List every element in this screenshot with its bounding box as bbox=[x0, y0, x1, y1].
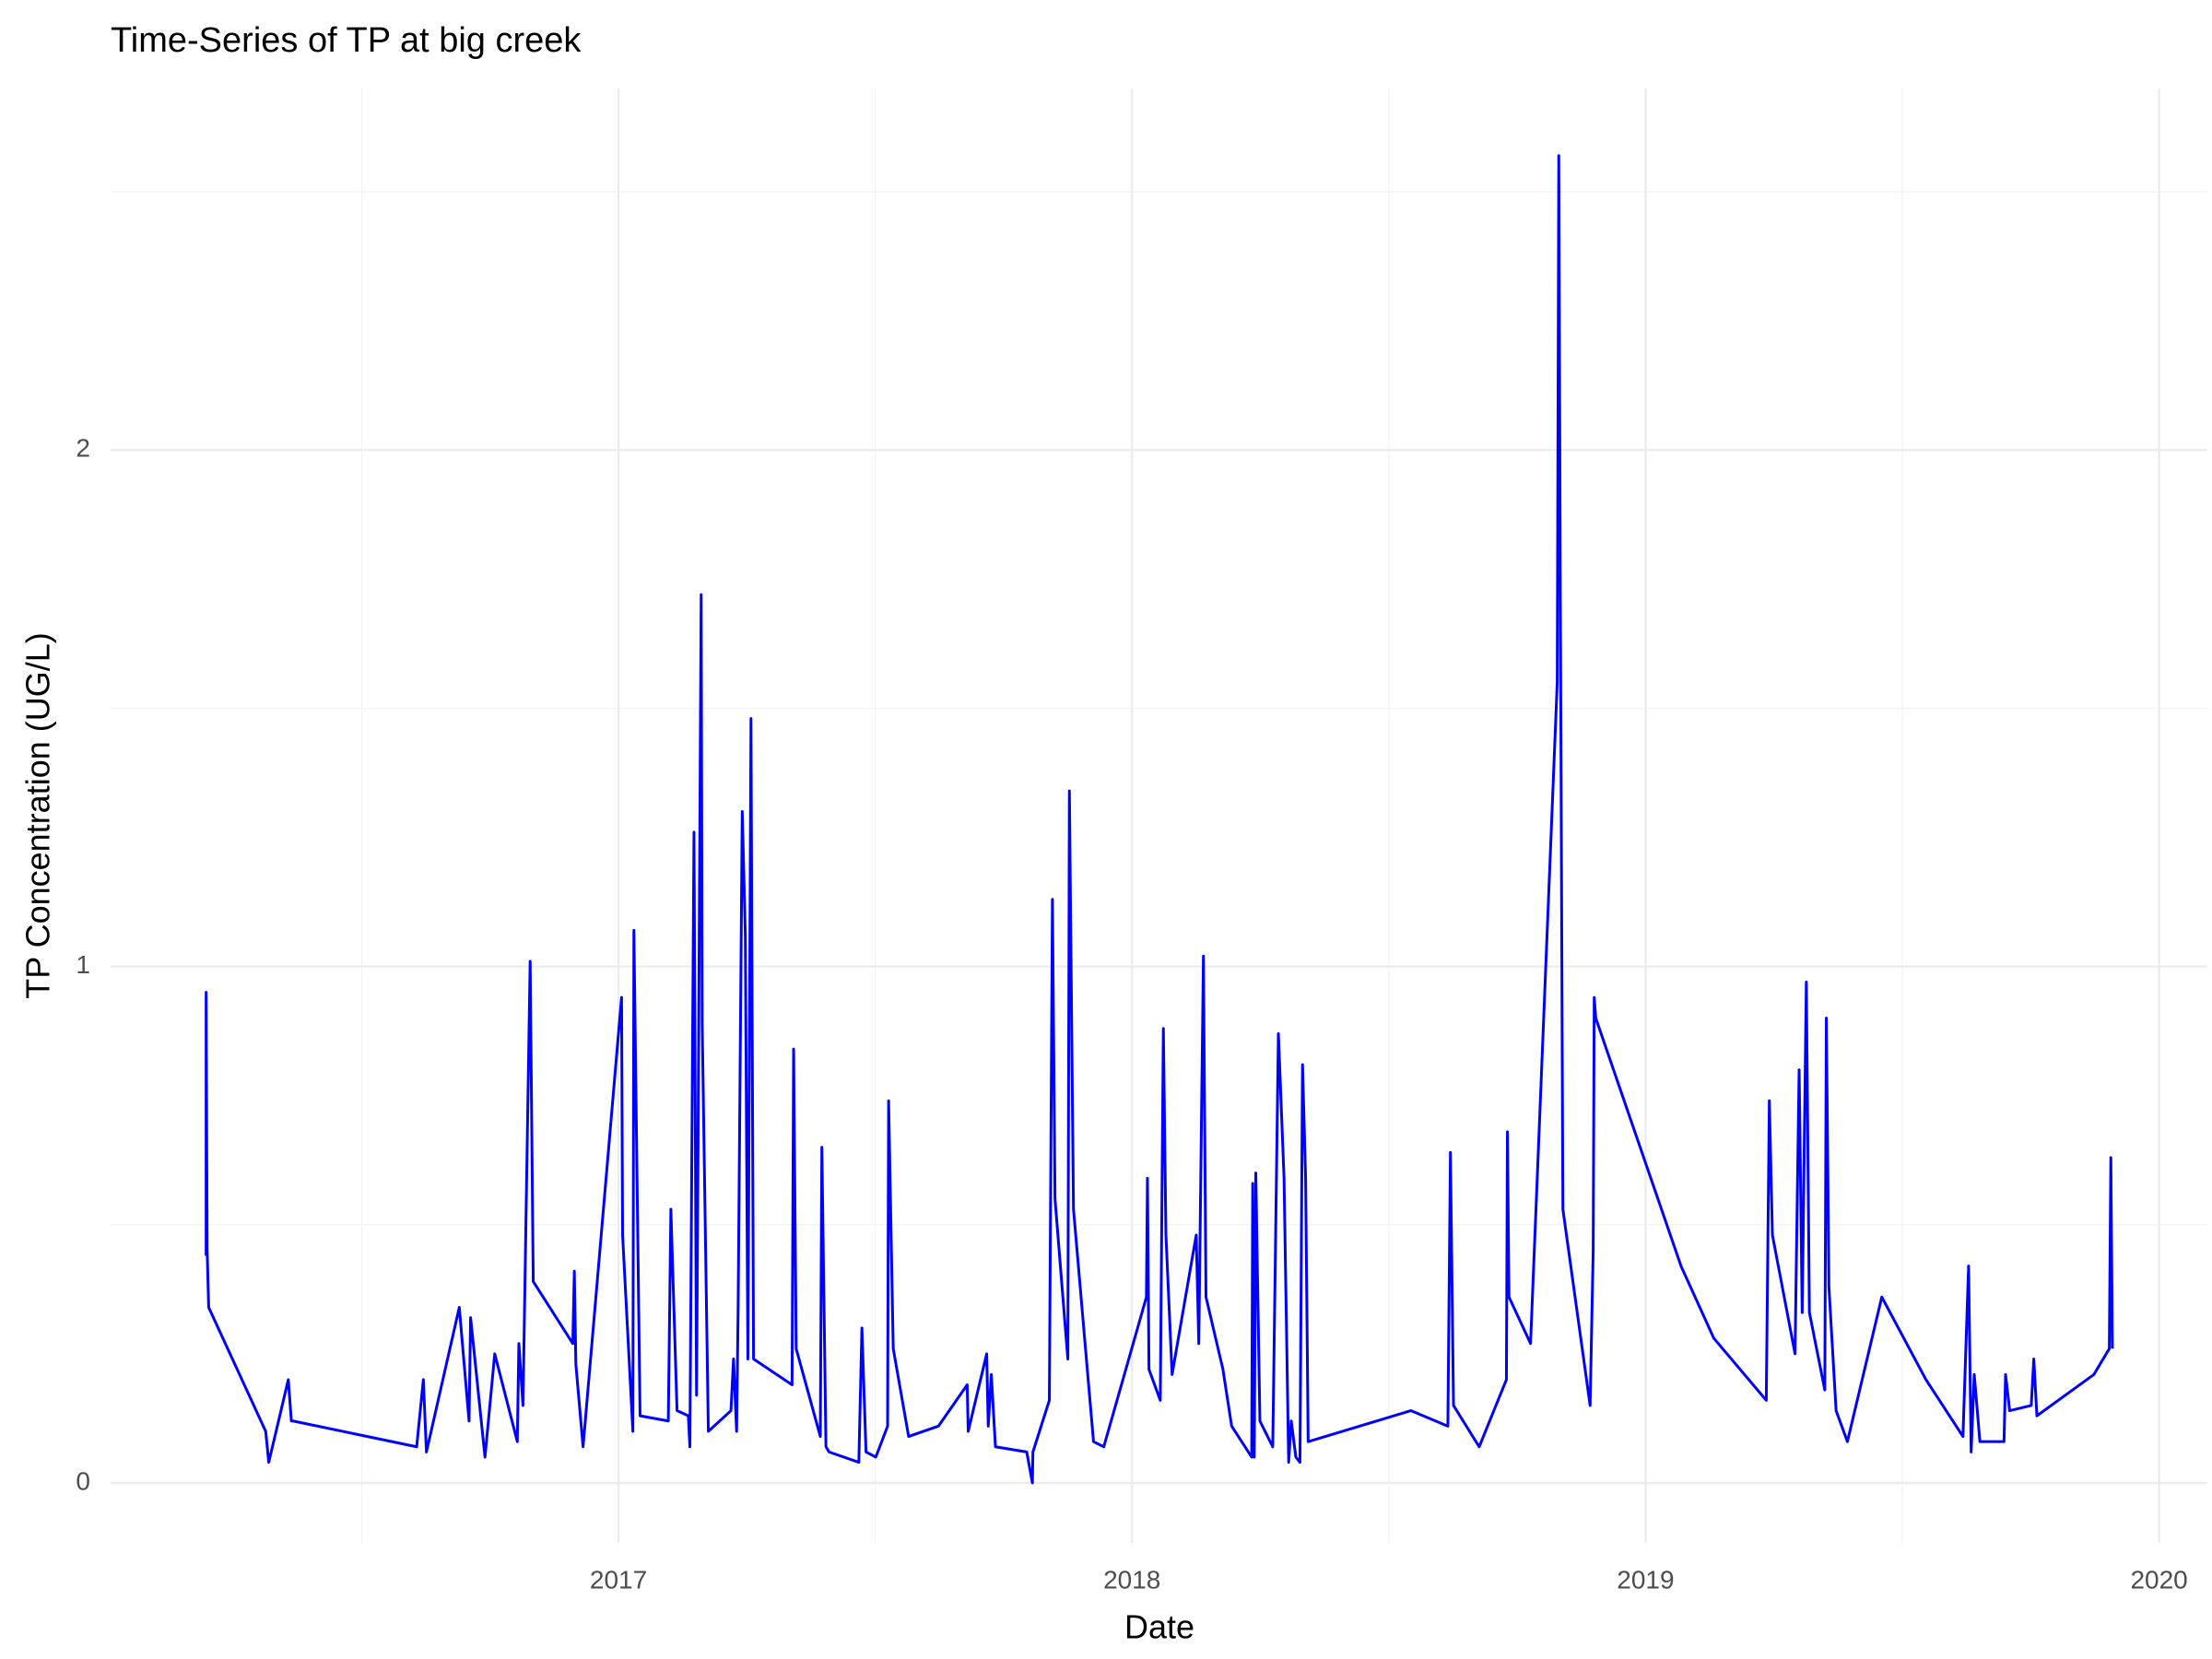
y-axis-title: TP Concentration (UG/L) bbox=[19, 632, 57, 999]
data-line bbox=[205, 154, 2114, 1485]
x-tick-label: 2017 bbox=[590, 1565, 647, 1594]
x-axis-title: Date bbox=[1124, 1608, 1194, 1646]
x-tick-label: 2019 bbox=[1617, 1565, 1674, 1594]
y-tick-label: 2 bbox=[76, 434, 90, 463]
chart-title: Time-Series of TP at big creek bbox=[111, 21, 582, 60]
x-tick-label: 2020 bbox=[2130, 1565, 2187, 1594]
y-tick-label: 0 bbox=[76, 1466, 90, 1495]
y-tick-label: 1 bbox=[76, 950, 90, 979]
grid bbox=[111, 88, 2207, 1543]
x-tick-label: 2018 bbox=[1103, 1565, 1160, 1594]
